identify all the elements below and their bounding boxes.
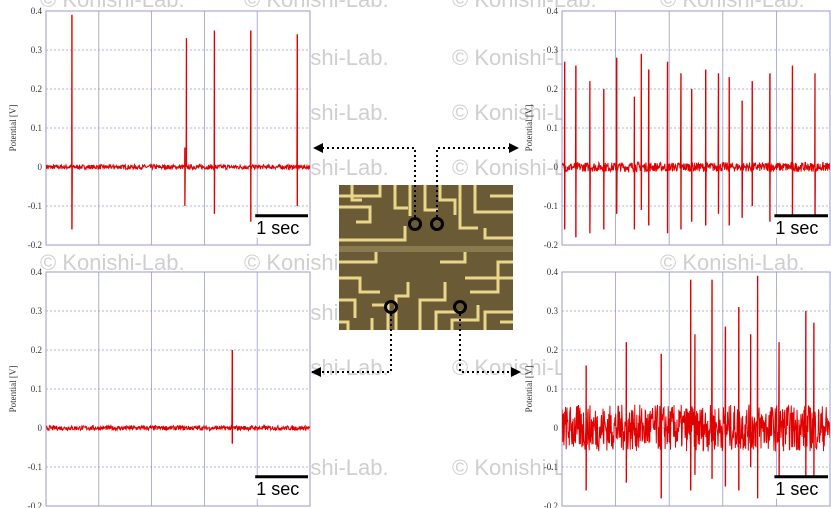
y-tick-label: -0.1 bbox=[544, 201, 558, 211]
chart-panel-top-left: 0.4 0.3 0.2 0.1 0 -0.1 -0.2 Potential [V] 1 sec bbox=[8, 6, 311, 250]
y-tick-label: 0.4 bbox=[547, 6, 559, 16]
electrode-marker-bottom-right bbox=[453, 300, 467, 314]
chart-panel-bottom-left: 0.4 0.3 0.2 0.1 0 -0.1 -0.2 Potential [V] 1 sec bbox=[8, 267, 311, 508]
y-tick-label: -0.2 bbox=[28, 501, 42, 508]
y-tick-label: 0.2 bbox=[31, 84, 42, 94]
y-tick-label: 0.2 bbox=[547, 84, 558, 94]
scale-bar-background bbox=[255, 476, 308, 499]
y-tick-label: 0.1 bbox=[547, 123, 558, 133]
y-tick-label: 0.1 bbox=[31, 384, 42, 394]
y-tick-label: -0.1 bbox=[28, 201, 42, 211]
signal-trace bbox=[562, 275, 830, 499]
y-tick-label: -0.2 bbox=[544, 240, 558, 250]
scale-bar-label: 1 sec bbox=[256, 479, 299, 499]
y-tick-label: 0.3 bbox=[31, 306, 43, 316]
signal-trace bbox=[46, 14, 310, 230]
y-axis-label: Potential [V] bbox=[8, 105, 18, 152]
y-tick-label: 0 bbox=[554, 162, 559, 172]
y-tick-label: 0.3 bbox=[547, 306, 559, 316]
y-tick-label: 0.4 bbox=[31, 267, 43, 277]
scale-bar-background bbox=[774, 215, 828, 238]
chart-panel-top-right: 0.4 0.3 0.2 0.1 0 -0.1 -0.2 Potential [V] 1 sec bbox=[524, 6, 831, 250]
scale-bar-label: 1 sec bbox=[256, 218, 299, 238]
y-tick-label: 0.2 bbox=[547, 345, 558, 355]
y-axis-label: Potential [V] bbox=[524, 366, 534, 413]
y-tick-label: 0.4 bbox=[31, 6, 43, 16]
scale-bar-label: 1 sec bbox=[775, 218, 818, 238]
y-tick-label: 0.1 bbox=[547, 384, 558, 394]
y-tick-label: 0.1 bbox=[31, 123, 42, 133]
scale-bar-label: 1 sec bbox=[775, 479, 818, 499]
electrode-marker-bottom-left bbox=[384, 300, 398, 314]
chart-panel-bottom-right: 0.4 0.3 0.2 0.1 0 -0.1 -0.2 Potential [V] 1 sec bbox=[524, 267, 831, 508]
y-tick-label: 0.4 bbox=[547, 267, 559, 277]
y-tick-label: 0 bbox=[554, 423, 559, 433]
chip-traces bbox=[339, 185, 513, 330]
y-tick-label: 0.2 bbox=[31, 345, 42, 355]
y-tick-label: -0.1 bbox=[544, 462, 558, 472]
y-tick-label: -0.2 bbox=[28, 240, 42, 250]
scale-bar-background bbox=[255, 215, 308, 238]
chip-gap bbox=[339, 246, 513, 252]
connector-arrows bbox=[311, 143, 521, 377]
electrode-marker-top-left bbox=[408, 217, 422, 231]
y-tick-label: 0 bbox=[38, 162, 43, 172]
y-tick-label: -0.2 bbox=[544, 501, 558, 508]
electrode-chip-photo bbox=[339, 185, 513, 330]
signal-trace bbox=[46, 349, 310, 444]
y-tick-label: 0.3 bbox=[31, 45, 43, 55]
scale-bar-background bbox=[774, 476, 828, 499]
electrode-marker-top-right bbox=[430, 217, 444, 231]
y-axis-label: Potential [V] bbox=[524, 105, 534, 152]
y-tick-label: -0.1 bbox=[28, 462, 42, 472]
y-tick-label: 0 bbox=[38, 423, 43, 433]
arrow-to-bottom-left-panel bbox=[311, 314, 392, 377]
y-tick-label: 0.3 bbox=[547, 45, 559, 55]
signal-trace bbox=[562, 53, 830, 238]
arrow-to-top-left-panel bbox=[313, 143, 416, 217]
y-axis-label: Potential [V] bbox=[8, 366, 18, 413]
